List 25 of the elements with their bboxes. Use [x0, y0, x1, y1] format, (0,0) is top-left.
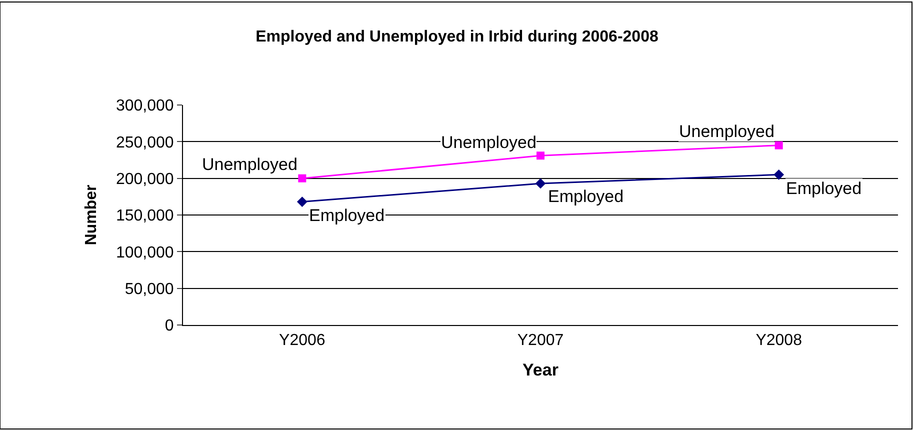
x-tick-label: Y2007 [517, 332, 564, 350]
x-tick-label: Y2006 [279, 332, 326, 350]
chart-title: Employed and Unemployed in Irbid during 2006-2008 [256, 28, 658, 46]
text: Employed [309, 206, 385, 225]
point [774, 169, 784, 180]
y-tick-label: 200,000 [116, 170, 174, 188]
y-tick-label: 0 [164, 318, 174, 335]
y-tick-label: 100,000 [116, 244, 174, 262]
y-tick-label: 300,000 [116, 98, 174, 115]
x-tick-label: Y2008 [756, 332, 802, 350]
y-tick-label: 250,000 [116, 134, 174, 152]
point [535, 178, 546, 189]
text: Unemployed [202, 155, 298, 174]
point [298, 174, 306, 182]
y-axis-title: Number [82, 184, 100, 246]
text: Unemployed [679, 122, 774, 141]
point [774, 141, 783, 150]
series-label: Employed [548, 187, 624, 206]
x-axis-title: Year [522, 360, 559, 380]
text: Employed [786, 179, 862, 198]
series-label: Unemployed [441, 133, 536, 152]
y-tick-label: 150,000 [116, 208, 174, 225]
point [296, 196, 308, 207]
point [536, 152, 544, 160]
y-tick-label: 50,000 [124, 280, 174, 298]
